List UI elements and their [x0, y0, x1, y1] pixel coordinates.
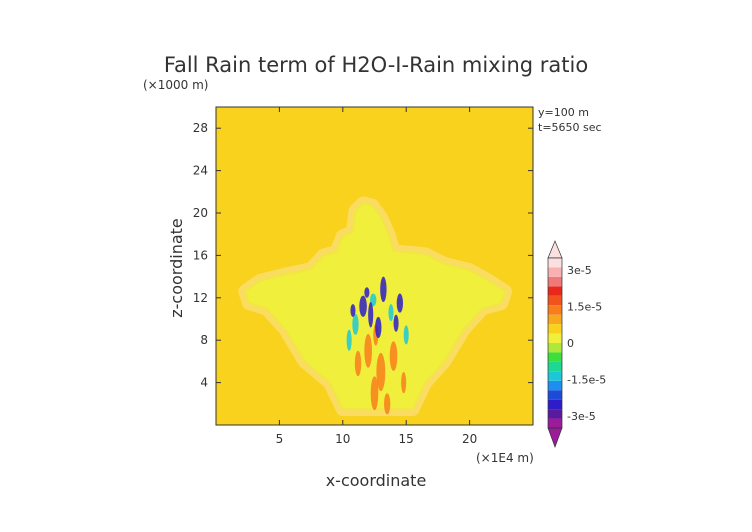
colorbar-frame — [547, 257, 563, 429]
negative-cell-5 — [375, 316, 382, 339]
colorbar-label-1: 1.5e-5 — [567, 301, 602, 314]
colorbar-swatch-7 — [548, 352, 562, 362]
colorbar-swatch-17 — [548, 258, 562, 268]
negative-cell-1 — [359, 295, 367, 317]
y-tick-label-4: 20 — [193, 206, 208, 220]
positive-cell-1 — [376, 352, 386, 392]
negative-cell-6 — [393, 314, 399, 332]
plot-area: 5 10 15 20 4 8 12 16 20 24 28 — [193, 106, 534, 446]
negative-cell-3 — [396, 293, 404, 313]
colorbar-swatch-16 — [548, 267, 562, 277]
positive-cell-0 — [364, 333, 372, 368]
positive-cell-3 — [354, 350, 362, 377]
x-tick-label-0: 5 — [276, 432, 284, 446]
x-tick-label-2: 15 — [399, 432, 414, 446]
colorbar-swatch-11 — [548, 314, 562, 325]
colorbar-label-4: -3e-5 — [567, 410, 596, 423]
positive-cell-2 — [370, 376, 379, 411]
colorbar-swatch-2 — [548, 399, 562, 410]
convective-cells — [346, 276, 409, 415]
colorbar-swatch-0 — [548, 418, 562, 428]
y-tick-label-2: 12 — [193, 291, 208, 305]
negative-cell-4 — [350, 304, 356, 317]
anvil-region — [244, 202, 507, 411]
chart-title: Fall Rain term of H2O-I-Rain mixing rati… — [164, 53, 588, 77]
y-tick-label-0: 4 — [200, 376, 208, 390]
x-unit-label: (×1E4 m) — [476, 451, 534, 465]
colorbar-swatch-8 — [548, 343, 562, 353]
colorbar-label-2: 0 — [567, 337, 574, 350]
positive-cell-4 — [389, 341, 398, 371]
x-tick-label-1: 10 — [335, 432, 350, 446]
colorbar-swatch-5 — [548, 371, 562, 381]
y-ticks: 4 8 12 16 20 24 28 — [193, 121, 533, 390]
x-axis-label: x-coordinate — [326, 471, 427, 490]
info-t: t=5650 sec — [538, 121, 602, 134]
positive-cell-7 — [401, 372, 407, 394]
y-unit-label: (×1000 m) — [143, 78, 208, 92]
colorbar-swatch-13 — [548, 295, 562, 306]
x-tick-label-3: 20 — [462, 432, 477, 446]
negative-cell-2 — [368, 302, 374, 328]
negative-cell-0 — [380, 276, 387, 303]
info-y: y=100 m — [538, 106, 589, 119]
positive-cell-5 — [384, 393, 391, 415]
colorbar-swatch-4 — [548, 380, 562, 391]
colorbar-label-0: 3e-5 — [567, 264, 592, 277]
colorbar-swatch-3 — [548, 390, 562, 400]
colorbar-swatch-9 — [548, 333, 562, 343]
y-axis-label: z-coordinate — [167, 218, 186, 318]
colorbar-swatch-15 — [548, 276, 562, 287]
colorbar-swatch-14 — [548, 286, 562, 296]
colorbar-swatch-1 — [548, 409, 562, 419]
neutral-cell-0 — [352, 313, 359, 335]
colorbar-label-3: -1.5e-5 — [567, 373, 606, 386]
negative-cell-7 — [364, 287, 370, 298]
plot-frame — [215, 106, 534, 426]
colorbar: 3e-5 1.5e-5 0 -1.5e-5 -3e-5 — [547, 240, 606, 449]
x-ticks: 5 10 15 20 — [276, 107, 477, 446]
y-tick-label-6: 28 — [193, 121, 208, 135]
y-tick-label-1: 8 — [200, 333, 208, 347]
neutral-cell-3 — [403, 325, 409, 345]
colorbar-swatch-6 — [548, 361, 562, 372]
colorbar-top-arrow — [547, 240, 563, 259]
neutral-cell-2 — [346, 329, 352, 351]
neutral-cell-1 — [388, 304, 394, 322]
y-tick-label-5: 24 — [193, 164, 208, 178]
colorbar-swatch-10 — [548, 324, 562, 334]
colorbar-swatch-12 — [548, 305, 562, 315]
y-tick-label-3: 16 — [193, 248, 208, 262]
colorbar-bottom-arrow — [547, 427, 563, 449]
